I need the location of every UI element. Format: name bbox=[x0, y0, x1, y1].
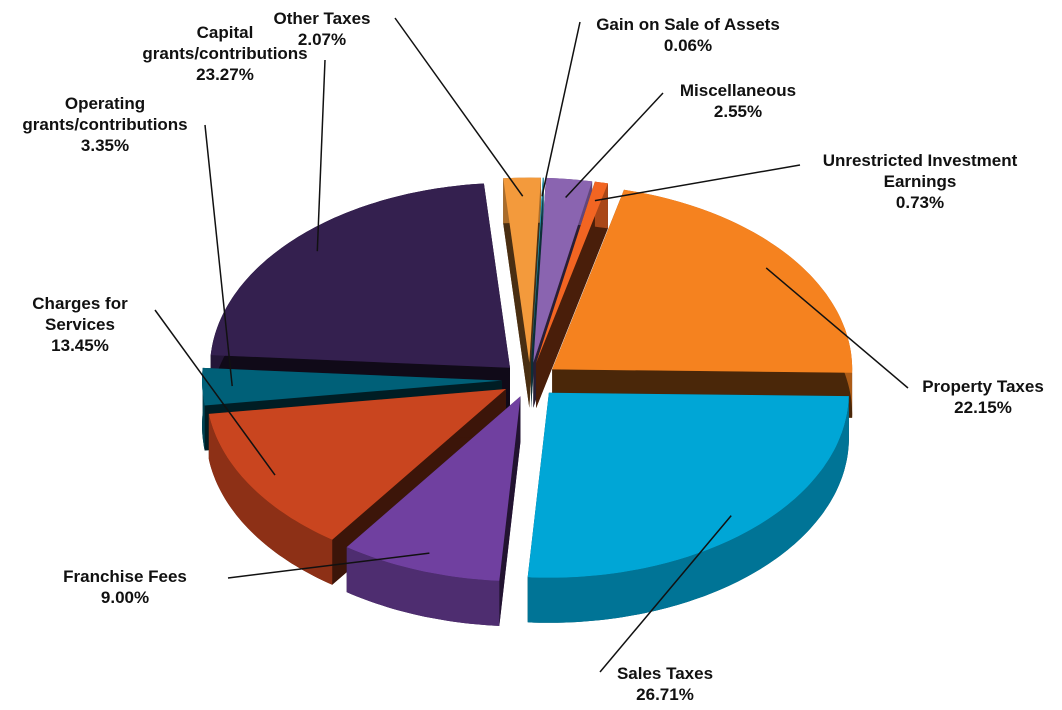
leader-line bbox=[204, 124, 233, 387]
leader-line bbox=[594, 164, 801, 202]
slice-label: Miscellaneous 2.55% bbox=[588, 80, 888, 122]
slice-label: Other Taxes 2.07% bbox=[222, 8, 422, 50]
category-label: Unrestricted Investment Earnings bbox=[822, 151, 1018, 191]
category-label: Gain on Sale of Assets bbox=[596, 15, 780, 34]
leader-line bbox=[599, 515, 732, 673]
slice-side bbox=[536, 183, 608, 409]
value-label: 26.71% bbox=[636, 685, 694, 704]
leader-line bbox=[316, 59, 326, 252]
slice-side bbox=[503, 178, 530, 408]
value-label: 0.06% bbox=[663, 36, 713, 55]
slice-label: Property Taxes 22.15% bbox=[883, 376, 1062, 418]
leader-line bbox=[765, 267, 909, 389]
category-label: Sales Taxes bbox=[616, 664, 714, 683]
category-label: Operating grants/contributions bbox=[22, 94, 188, 134]
leader-line bbox=[154, 309, 276, 476]
slice-side bbox=[527, 396, 849, 623]
category-label: Miscellaneous bbox=[679, 81, 797, 100]
slice bbox=[533, 177, 593, 363]
leader-line bbox=[394, 17, 524, 197]
slice bbox=[210, 183, 510, 368]
category-label: Franchise Fees bbox=[63, 567, 187, 586]
category-label: Charges for Services bbox=[32, 294, 128, 334]
value-label: 2.07% bbox=[297, 30, 347, 49]
leader-line bbox=[541, 21, 581, 197]
value-label: 22.15% bbox=[954, 398, 1012, 417]
leader-line bbox=[227, 552, 430, 579]
slice-side bbox=[346, 547, 500, 626]
slice bbox=[346, 396, 521, 581]
value-label: 9.00% bbox=[100, 588, 150, 607]
slice bbox=[552, 189, 853, 373]
value-label: 0.73% bbox=[895, 193, 945, 212]
slice bbox=[208, 389, 507, 540]
slice bbox=[527, 392, 849, 578]
value-label: 23.27% bbox=[196, 65, 254, 84]
slice-label: Franchise Fees 9.00% bbox=[25, 566, 225, 608]
leader-line bbox=[565, 92, 664, 199]
slice-label: Capital grants/contributions 23.27% bbox=[125, 22, 325, 85]
slice-label: Gain on Sale of Assets 0.06% bbox=[538, 14, 838, 56]
slice bbox=[531, 177, 544, 363]
category-label: Other Taxes bbox=[273, 9, 371, 28]
value-label: 13.45% bbox=[51, 336, 109, 355]
category-label: Capital grants/contributions bbox=[142, 23, 308, 63]
slice-side bbox=[499, 396, 521, 626]
value-label: 2.55% bbox=[713, 102, 763, 121]
slice bbox=[202, 367, 502, 406]
slice-label: Charges for Services 13.45% bbox=[15, 293, 145, 356]
slice bbox=[536, 181, 608, 364]
category-label: Property Taxes bbox=[922, 377, 1044, 396]
slice-label: Unrestricted Investment Earnings 0.73% bbox=[805, 150, 1035, 213]
slice-side bbox=[208, 413, 333, 585]
value-label: 3.35% bbox=[80, 136, 130, 155]
slice-label: Sales Taxes 26.71% bbox=[565, 663, 765, 705]
slice bbox=[503, 177, 541, 363]
slice-label: Operating grants/contributions 3.35% bbox=[5, 93, 205, 156]
